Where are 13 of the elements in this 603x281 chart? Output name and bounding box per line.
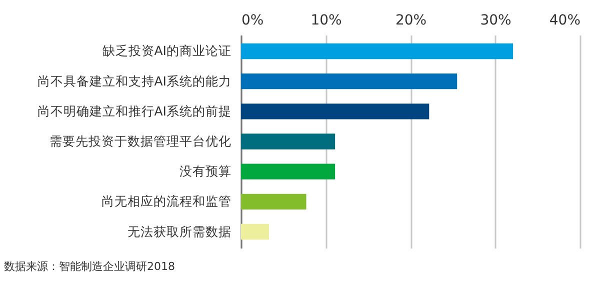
x-tick-label: 10% bbox=[310, 12, 342, 28]
y-tick-label: 缺乏投资AI的商业论证 bbox=[102, 43, 232, 58]
y-tick-label: 没有预算 bbox=[180, 164, 232, 179]
x-tick-label: 30% bbox=[480, 12, 512, 28]
y-tick-label: 需要先投资于数据管理平台优化 bbox=[50, 134, 232, 148]
y-tick-label: 无法获取所需数据 bbox=[128, 224, 232, 239]
y-tick-label: 尚不具备建立和支持AI系统的能力 bbox=[37, 73, 232, 88]
x-tick-label: 20% bbox=[395, 12, 427, 28]
source-note: 数据来源：智能制造企业调研2018 bbox=[4, 259, 175, 274]
x-tick-label: 0% bbox=[242, 12, 264, 28]
y-tick-label: 尚不明确建立和推行AI系统的前提 bbox=[37, 103, 232, 118]
y-tick-label: 尚无相应的流程和监管 bbox=[102, 194, 232, 209]
x-tick-label: 40% bbox=[549, 12, 580, 28]
